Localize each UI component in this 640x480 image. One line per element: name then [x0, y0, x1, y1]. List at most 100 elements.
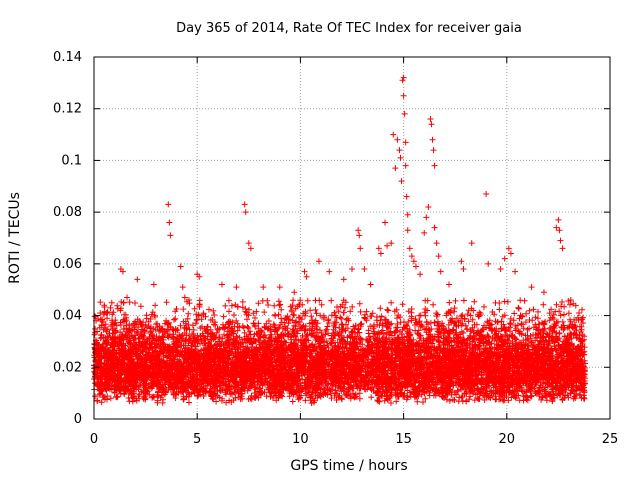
data-point — [400, 74, 407, 81]
data-point — [247, 245, 254, 252]
data-point — [377, 250, 384, 257]
data-point — [165, 201, 172, 208]
data-point — [421, 229, 428, 236]
data-point — [556, 227, 563, 234]
plot-frame — [93, 56, 611, 420]
data-point — [557, 237, 564, 244]
data-point — [167, 232, 174, 239]
data-point — [119, 268, 126, 275]
data-point — [404, 211, 411, 218]
data-point — [382, 219, 389, 226]
x-tick-labels: 0 5 10 15 20 25 — [90, 432, 618, 447]
y-tick-label: 0.14 — [53, 50, 82, 65]
data-point — [505, 245, 512, 252]
data-point — [326, 268, 333, 275]
data-point — [540, 289, 547, 296]
data-point — [241, 201, 248, 208]
chart-title: Day 365 of 2014, Rate Of TEC Index for r… — [176, 21, 522, 36]
data-point — [101, 302, 108, 309]
data-point — [361, 266, 368, 273]
data-point — [507, 250, 514, 257]
data-point — [303, 273, 310, 280]
data-point — [559, 245, 566, 252]
data-point — [401, 110, 408, 117]
x-tick-label: 20 — [499, 432, 516, 447]
x-tick-label: 25 — [602, 432, 619, 447]
y-tick-label: 0.02 — [53, 360, 82, 375]
data-point — [425, 203, 432, 210]
data-point — [276, 284, 283, 291]
data-point — [196, 273, 203, 280]
data-point — [291, 289, 298, 296]
data-point — [355, 227, 362, 234]
y-tick-label: 0.08 — [53, 205, 82, 220]
data-point — [433, 240, 440, 247]
data-point — [576, 309, 583, 316]
data-point — [567, 297, 574, 304]
data-point — [403, 193, 410, 200]
data-point — [181, 294, 188, 301]
data-point — [483, 191, 490, 198]
data-point — [528, 284, 535, 291]
data-point — [218, 281, 225, 288]
data-point — [315, 258, 322, 265]
data-point — [429, 136, 436, 143]
y-tick-label: 0.04 — [53, 309, 82, 324]
data-point — [402, 162, 409, 169]
data-point — [501, 255, 508, 262]
y-tick-label: 0.1 — [61, 153, 82, 168]
data-point — [412, 263, 419, 270]
x-axis-label: GPS time / hours — [290, 458, 407, 474]
data-point — [397, 154, 404, 161]
data-point — [408, 253, 415, 260]
y-tick-labels: 0 0.02 0.04 0.06 0.08 0.1 0.12 0.14 — [53, 50, 82, 427]
point-cloud — [91, 297, 589, 407]
data-point — [301, 268, 308, 275]
data-point — [431, 224, 438, 231]
data-point — [485, 260, 492, 267]
y-tick-label: 0 — [74, 412, 82, 427]
data-point — [367, 281, 374, 288]
data-point — [384, 242, 391, 249]
data-point — [410, 258, 417, 265]
data-point — [375, 245, 382, 252]
data-point — [468, 240, 475, 247]
data-point — [388, 240, 395, 247]
data-point — [512, 268, 519, 275]
data-point — [124, 294, 131, 301]
data-point — [417, 271, 424, 278]
data-points — [91, 74, 589, 407]
data-point — [435, 253, 442, 260]
data-point — [394, 136, 401, 143]
data-point — [458, 258, 465, 265]
data-point — [134, 276, 141, 283]
data-point — [340, 276, 347, 283]
data-point — [555, 216, 562, 223]
data-point — [398, 178, 405, 185]
data-point — [404, 227, 411, 234]
data-point — [399, 77, 406, 84]
data-point — [427, 116, 434, 123]
data-point — [185, 297, 192, 304]
y-axis-label: ROTI / TECUs — [7, 192, 23, 284]
y-tick-label: 0.12 — [53, 102, 82, 117]
data-point — [97, 309, 104, 316]
data-point — [430, 147, 437, 154]
x-tick-label: 5 — [193, 432, 201, 447]
data-point — [166, 219, 173, 226]
data-point — [553, 224, 560, 231]
data-point — [177, 263, 184, 270]
data-point — [349, 266, 355, 273]
data-point — [437, 268, 444, 275]
data-point — [179, 284, 186, 291]
x-tick-label: 0 — [90, 432, 98, 447]
data-point — [150, 281, 157, 288]
x-tick-label: 15 — [395, 432, 412, 447]
data-point — [428, 121, 435, 128]
data-point — [446, 281, 453, 288]
data-point — [260, 284, 267, 291]
data-point — [460, 266, 467, 273]
data-point — [400, 92, 407, 99]
axis-ticks — [93, 56, 611, 420]
